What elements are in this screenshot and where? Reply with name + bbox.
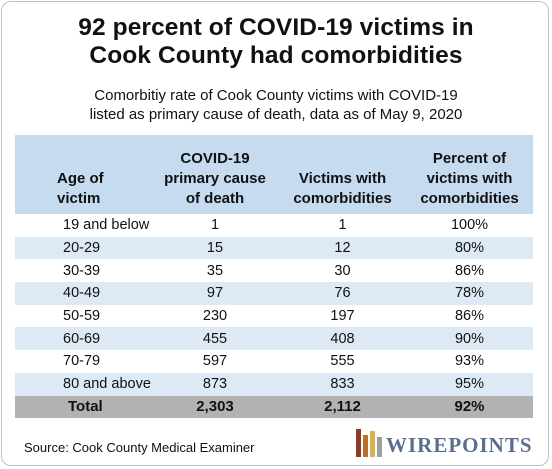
header-covid-line: COVID-19 xyxy=(180,150,250,167)
title-line-1: 92 percent of COVID-19 victims in xyxy=(78,14,474,41)
header-age-line: Age of xyxy=(57,170,104,187)
table-row: 20-29 15 12 80% xyxy=(15,236,533,260)
cell-percent: 95% xyxy=(406,372,533,396)
total-victims-comorbidities: 2,112 xyxy=(279,395,406,419)
header-covid-line: of death xyxy=(185,190,245,207)
cell-victims-comorbidities: 833 xyxy=(279,372,406,396)
table-row: 19 and below 1 1 100% xyxy=(15,214,533,237)
cell-percent: 93% xyxy=(454,353,485,370)
cell-covid-deaths: 597 xyxy=(202,353,228,370)
cell-percent: 78% xyxy=(406,282,533,305)
cell-covid-deaths: 230 xyxy=(202,308,228,325)
subtitle-line-1: Comorbitiy rate of Cook County victims w… xyxy=(94,87,458,104)
chart-title: 92 percent of COVID-19 victims in Cook C… xyxy=(0,14,552,70)
table-header-row: Age of victim COVID-19 primary cause of … xyxy=(15,135,533,214)
header-age-line: victim xyxy=(57,190,101,207)
cell-victims-comorbidities: 408 xyxy=(279,327,406,351)
cell-percent: 90% xyxy=(406,327,533,351)
cell-percent: 86% xyxy=(454,262,485,279)
header-percent-line: victims with xyxy=(426,170,513,187)
total-row: Total 2,303 2,112 92% xyxy=(15,395,533,419)
cell-age: 60-69 xyxy=(15,327,151,351)
chart-subtitle: Comorbitiy rate of Cook County victims w… xyxy=(0,86,552,124)
cell-age: 19 and below xyxy=(63,217,150,234)
table-row: 70-79 597 555 93% xyxy=(15,350,533,373)
header-covid-deaths: COVID-19 primary cause of death xyxy=(151,135,279,214)
wirepoints-logo-icon xyxy=(356,429,382,457)
source-note: Source: Cook County Medical Examiner xyxy=(24,440,255,455)
cell-age: 20-29 xyxy=(15,236,151,260)
total-percent: 92% xyxy=(406,395,533,419)
cell-age: 70-79 xyxy=(63,353,101,370)
comorbidity-table: Age of victim COVID-19 primary cause of … xyxy=(15,135,533,419)
wirepoints-logo: WIREPOINTS xyxy=(352,427,537,459)
table-row: 40-49 97 76 78% xyxy=(15,282,533,305)
logo-text: WIREPOINTS xyxy=(386,433,533,457)
cell-percent: 100% xyxy=(450,217,489,234)
cell-age: 40-49 xyxy=(15,282,151,305)
header-victims-line: Victims with xyxy=(298,170,387,187)
cell-victims-comorbidities: 12 xyxy=(279,236,406,260)
table-row: 50-59 230 197 86% xyxy=(15,305,533,328)
header-percent: Percent of victims with comorbidities xyxy=(406,135,533,214)
cell-victims-comorbidities: 76 xyxy=(279,282,406,305)
header-percent-line: comorbidities xyxy=(420,190,519,207)
header-age: Age of victim xyxy=(15,135,151,214)
title-line-2: Cook County had comorbidities xyxy=(89,42,463,69)
table-row: 60-69 455 408 90% xyxy=(15,327,533,351)
cell-covid-deaths: 1 xyxy=(210,217,220,234)
cell-age: 50-59 xyxy=(63,308,101,325)
header-victims-comorbidities: Victims with comorbidities xyxy=(279,135,406,214)
table-row: 80 and above 873 833 95% xyxy=(15,372,533,396)
total-covid-deaths: 2,303 xyxy=(151,395,279,419)
cell-victims-comorbidities: 30 xyxy=(334,262,351,279)
cell-victims-comorbidities: 555 xyxy=(330,353,355,370)
header-victims-line: comorbidities xyxy=(293,190,392,207)
cell-covid-deaths: 873 xyxy=(151,372,279,396)
cell-covid-deaths: 35 xyxy=(206,262,224,279)
cell-age: 80 and above xyxy=(15,372,151,396)
header-covid-line: primary cause xyxy=(164,170,266,187)
table-row: 30-39 35 30 86% xyxy=(15,259,533,282)
subtitle-line-2: listed as primary cause of death, data a… xyxy=(89,106,463,123)
cell-covid-deaths: 97 xyxy=(151,282,279,305)
cell-covid-deaths: 455 xyxy=(151,327,279,351)
cell-percent: 80% xyxy=(406,236,533,260)
cell-percent: 86% xyxy=(454,308,485,325)
cell-victims-comorbidities: 1 xyxy=(338,217,347,234)
total-label: Total xyxy=(15,395,151,419)
cell-victims-comorbidities: 197 xyxy=(330,308,355,325)
cell-covid-deaths: 15 xyxy=(151,236,279,260)
cell-age: 30-39 xyxy=(63,262,101,279)
header-percent-line: Percent of xyxy=(432,150,507,167)
